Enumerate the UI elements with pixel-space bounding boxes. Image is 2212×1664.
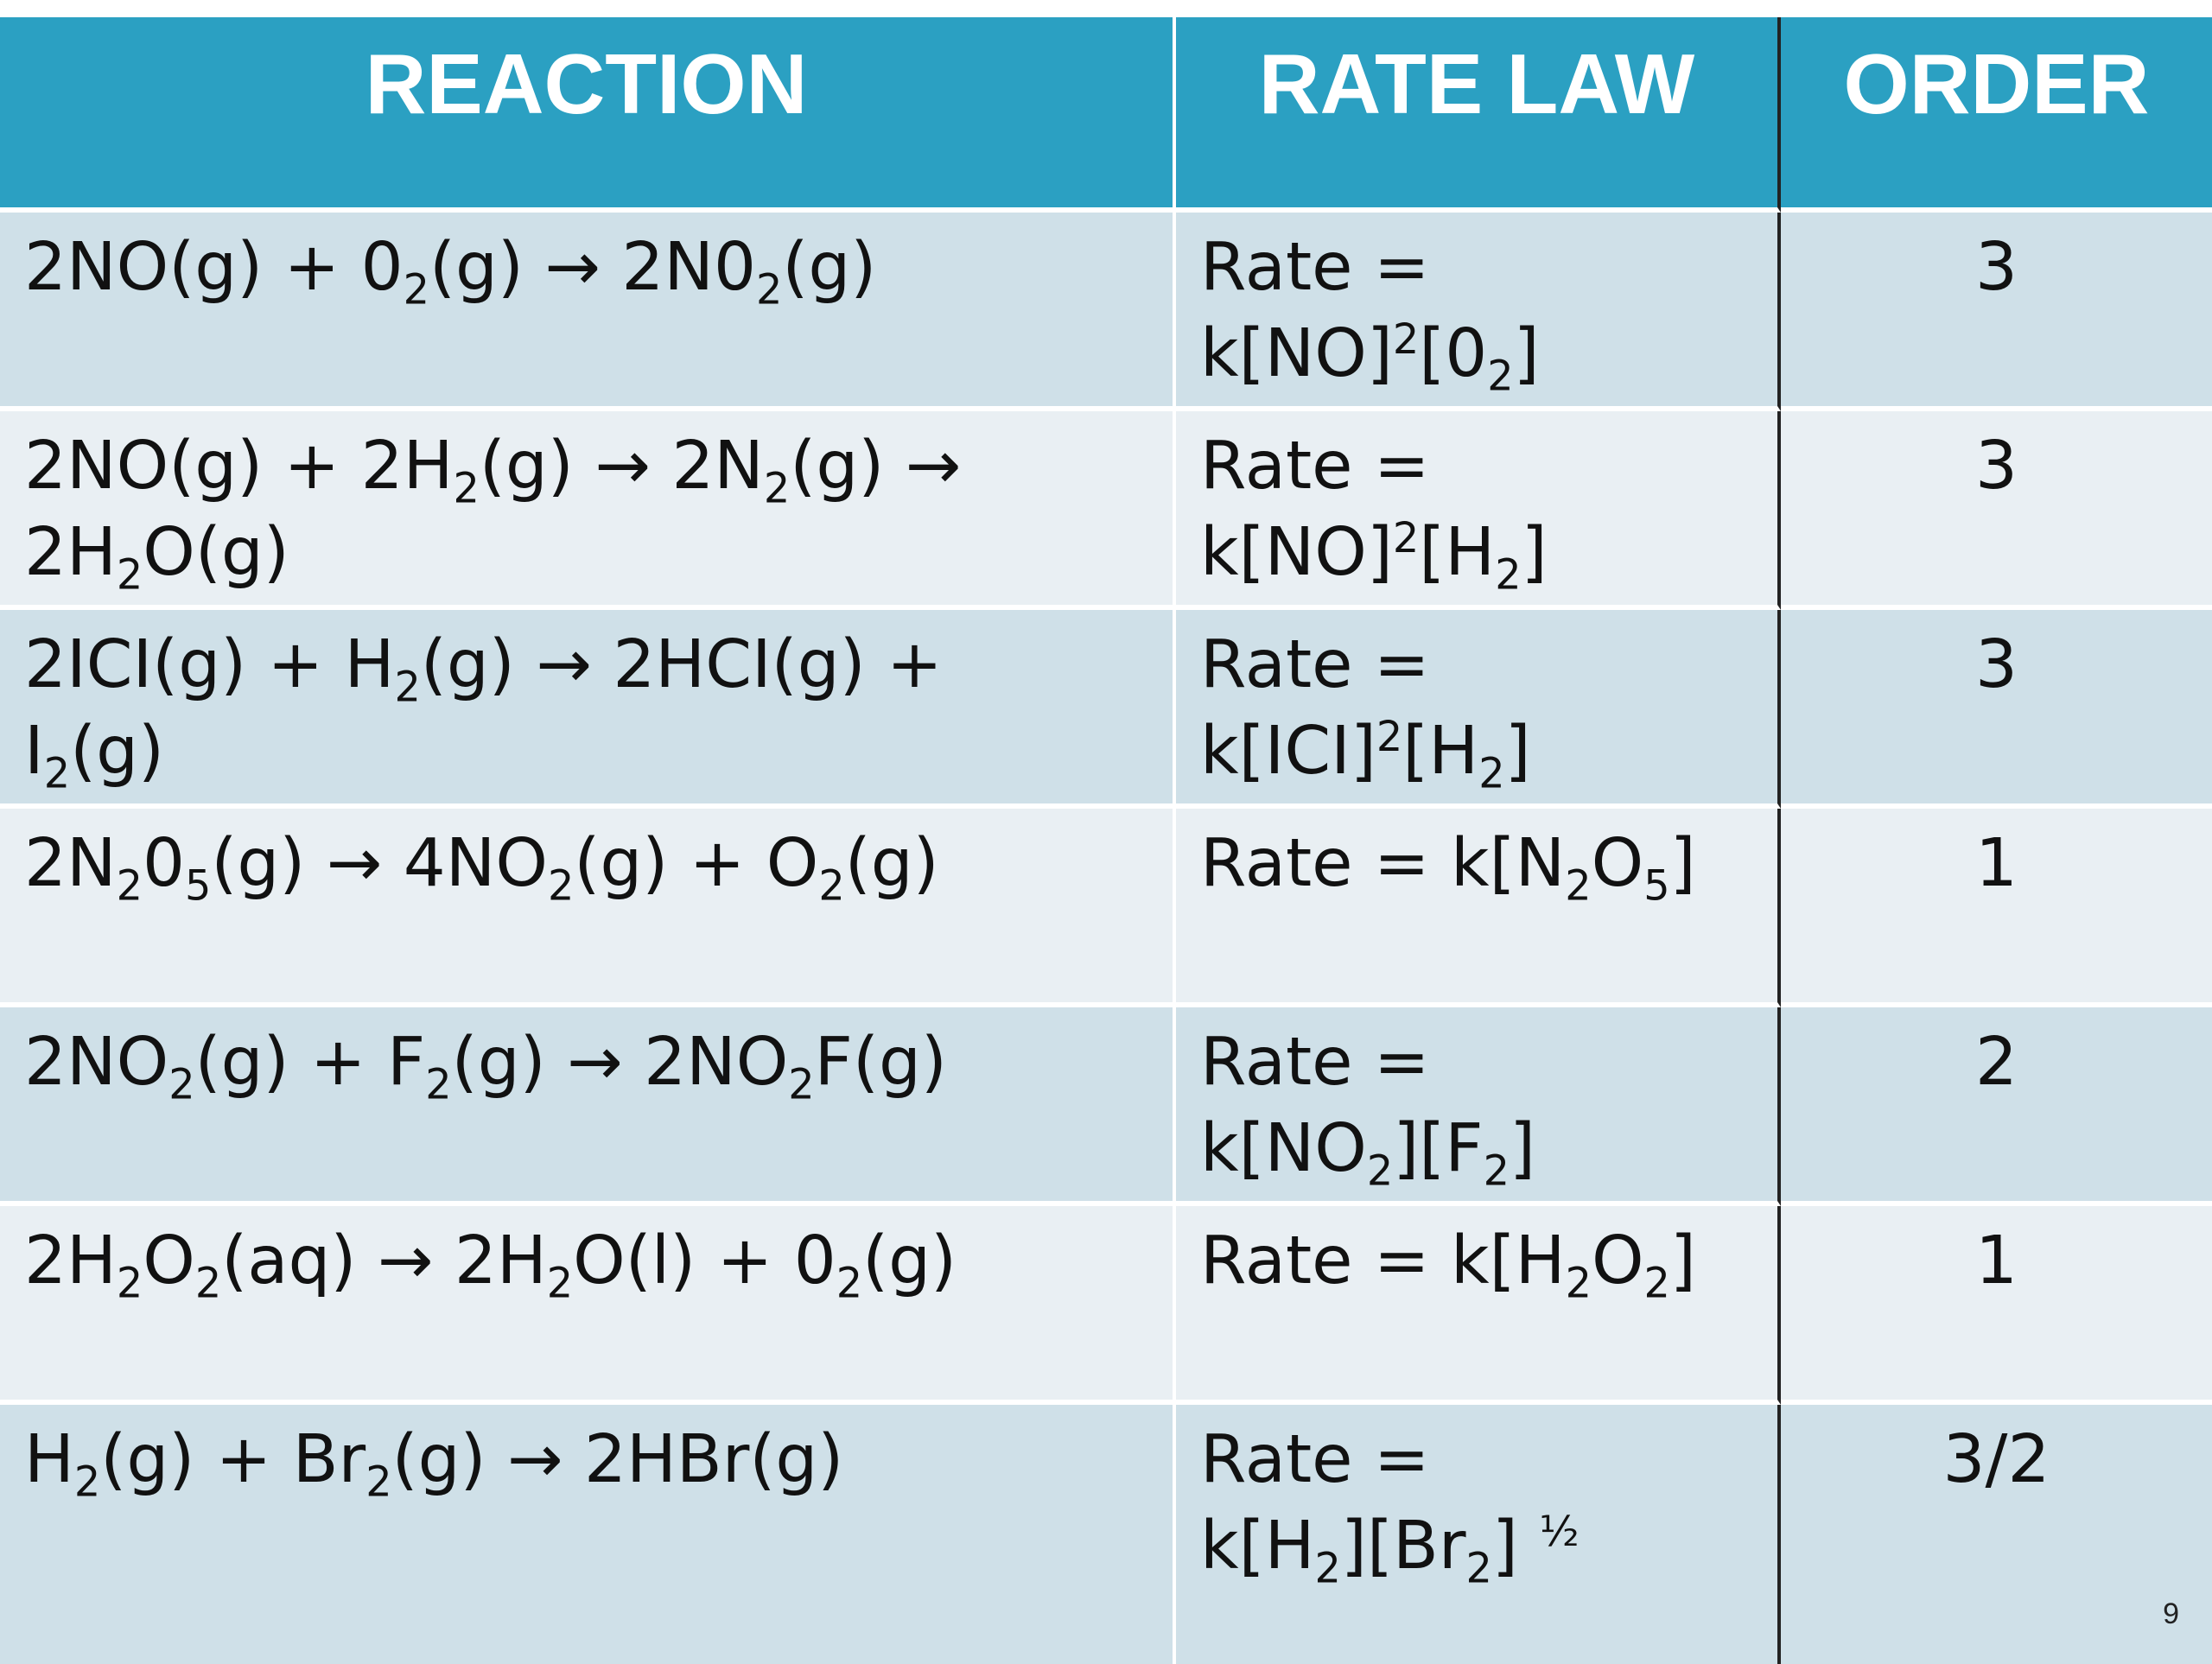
- rate-law-cell: Rate = k[NO]2[H2]: [1176, 411, 1781, 610]
- rate-law-text: k[NO]2[02]: [1200, 315, 1540, 401]
- reaction-text: 2H2O2(aq) → 2H2O(l) + 02(g): [24, 1223, 957, 1308]
- reaction-text: 2NO2(g) + F2(g) → 2NO2F(g): [24, 1024, 947, 1109]
- rate-law-cell: Rate = k[NO]2[02]: [1176, 213, 1781, 411]
- rate-law-text: Rate =: [1200, 229, 1430, 306]
- rate-law-text: Rate = k[N2O5]: [1200, 825, 1696, 911]
- rate-law-text: k[ICI]2[H2]: [1200, 713, 1531, 798]
- rate-law-text: k[NO2][F2]: [1200, 1110, 1536, 1196]
- page-number: 9: [2163, 1597, 2179, 1630]
- reaction-text: 2H2O(g): [24, 514, 289, 600]
- reaction-cell: 2NO(g) + 2H2(g) → 2N2(g) → 2H2O(g): [0, 411, 1176, 610]
- reaction-cell: H2(g) + Br2(g) → 2HBr(g): [0, 1405, 1176, 1664]
- rate-law-cell: Rate = k[ICI]2[H2]: [1176, 610, 1781, 809]
- order-cell: 3: [1781, 411, 2212, 610]
- rate-law-cell: Rate = k[NO2][F2]: [1176, 1007, 1781, 1206]
- rate-law-text: Rate =: [1200, 1421, 1430, 1498]
- rate-law-cell: Rate = k[H2O2]: [1176, 1206, 1781, 1405]
- reaction-cell: 2NO(g) + 02(g) → 2N02(g): [0, 213, 1176, 411]
- order-cell: 3: [1781, 610, 2212, 809]
- header-order: ORDER: [1781, 17, 2212, 213]
- reaction-cell: 2H2O2(aq) → 2H2O(l) + 02(g): [0, 1206, 1176, 1405]
- reaction-text: H2(g) + Br2(g) → 2HBr(g): [24, 1421, 844, 1507]
- rate-law-table: REACTION RATE LAW ORDER 2NO(g) + 02(g) →…: [0, 17, 2212, 1664]
- reaction-cell: 2N205(g) → 4NO2(g) + O2(g): [0, 809, 1176, 1007]
- rate-law-cell: Rate = k[H2][Br2] ½: [1176, 1405, 1781, 1664]
- reaction-text: 2NO(g) + 02(g) → 2N02(g): [24, 229, 877, 314]
- reaction-text: I2(g): [24, 713, 165, 798]
- reaction-text: 2ICI(g) + H2(g) → 2HCI(g) +: [24, 626, 943, 712]
- rate-law-text: k[H2][Br2] ½: [1200, 1508, 1580, 1593]
- reaction-text: 2NO(g) + 2H2(g) → 2N2(g) →: [24, 428, 962, 513]
- reaction-text: 2N205(g) → 4NO2(g) + O2(g): [24, 825, 939, 911]
- rate-law-text: Rate =: [1200, 1024, 1430, 1101]
- reaction-cell: 2ICI(g) + H2(g) → 2HCI(g) + I2(g): [0, 610, 1176, 809]
- order-cell: 3: [1781, 213, 2212, 411]
- order-cell: 1: [1781, 809, 2212, 1007]
- order-cell: 1: [1781, 1206, 2212, 1405]
- rate-law-text: k[NO]2[H2]: [1200, 514, 1548, 600]
- rate-law-text: Rate =: [1200, 428, 1430, 505]
- rate-law-text: Rate =: [1200, 626, 1430, 703]
- order-cell: 2: [1781, 1007, 2212, 1206]
- header-reaction: REACTION: [0, 17, 1176, 213]
- order-cell: 3/2: [1781, 1405, 2212, 1664]
- header-rate-law: RATE LAW: [1176, 17, 1781, 213]
- reaction-cell: 2NO2(g) + F2(g) → 2NO2F(g): [0, 1007, 1176, 1206]
- rate-law-cell: Rate = k[N2O5]: [1176, 809, 1781, 1007]
- rate-law-text: Rate = k[H2O2]: [1200, 1223, 1696, 1308]
